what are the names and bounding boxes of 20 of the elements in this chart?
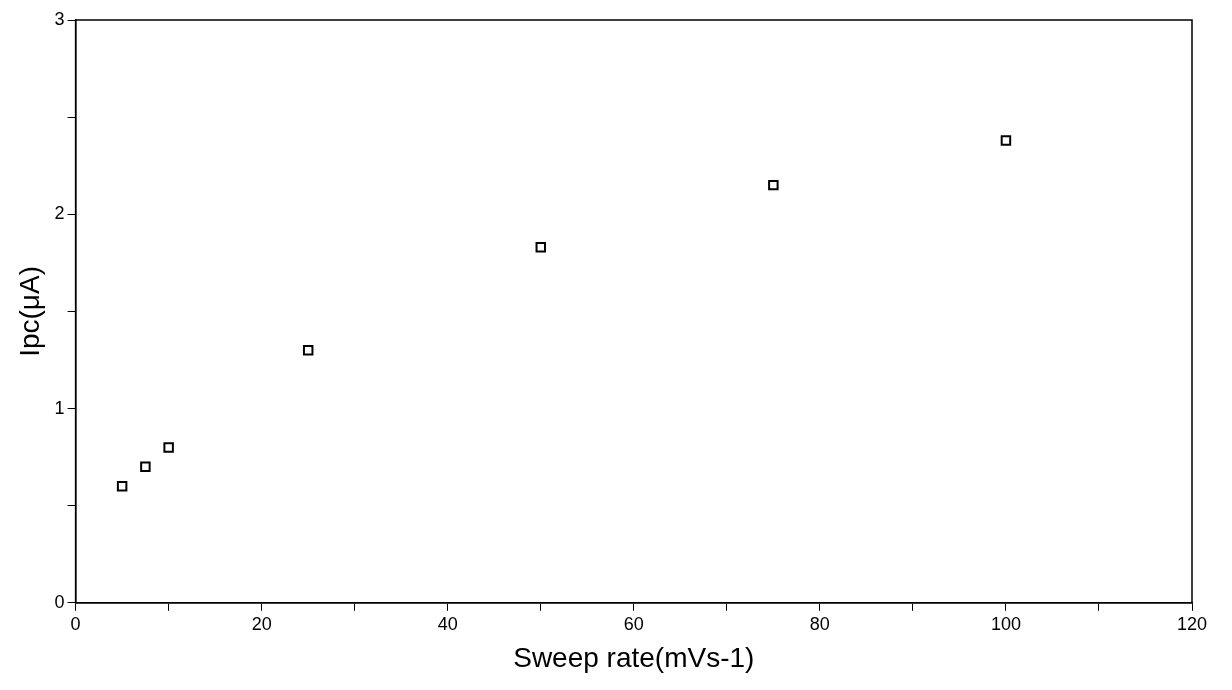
y-axis-title: Ipc(μA) xyxy=(13,265,45,357)
x-axis-title: Sweep rate(mVs-1) xyxy=(513,641,755,673)
y-tick-label: 2 xyxy=(54,203,65,224)
point xyxy=(116,481,128,492)
y-tick-label: 1 xyxy=(54,397,65,418)
point xyxy=(1000,135,1012,146)
point xyxy=(535,242,547,253)
x-tick-label: 100 xyxy=(990,613,1021,634)
x-tick-label: 120 xyxy=(1176,613,1208,634)
point xyxy=(163,442,174,453)
point xyxy=(140,461,151,473)
y-tick-label: 0 xyxy=(54,591,65,612)
x-tick-label: 60 xyxy=(623,613,644,634)
y-tick-label: 3 xyxy=(54,8,65,29)
x-tick-label: 40 xyxy=(437,613,458,634)
x-tick-label: 80 xyxy=(809,613,830,634)
x-tick-label: 0 xyxy=(70,613,81,634)
point xyxy=(768,179,779,191)
point xyxy=(302,345,314,356)
x-tick-label: 20 xyxy=(251,613,272,634)
